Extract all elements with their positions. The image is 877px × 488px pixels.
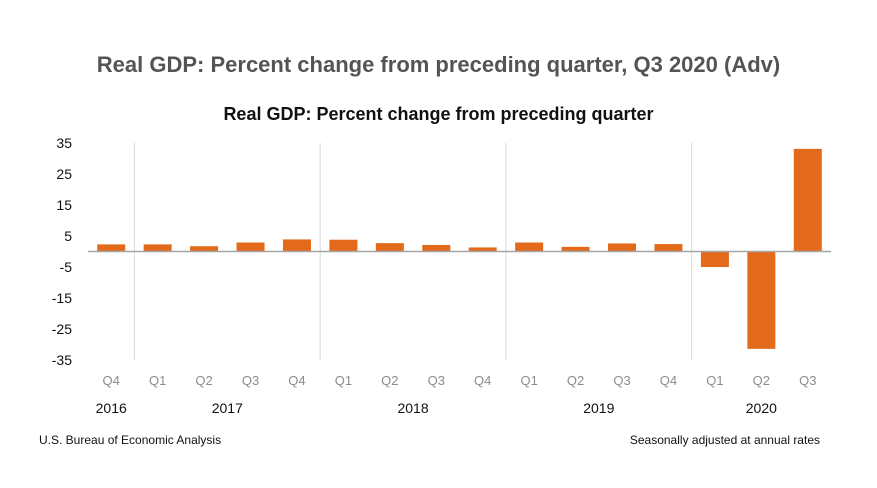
quarter-label: Q4 [660,373,677,388]
bar [97,244,126,252]
page-title: Real GDP: Percent change from preceding … [96,52,781,77]
bar [143,244,172,252]
bar [375,243,404,252]
bar [468,247,497,252]
bar [282,239,311,252]
bar [654,244,683,252]
quarter-label: Q3 [242,373,259,388]
bar [747,251,776,349]
bar [422,244,451,252]
quarter-label: Q1 [520,373,537,388]
chart-title: Real GDP: Percent change from preceding … [223,104,654,124]
y-tick-label: -5 [60,259,73,275]
quarter-label: Q3 [428,373,445,388]
quarter-label: Q4 [474,373,491,388]
bar [329,239,358,252]
quarter-label: Q1 [335,373,352,388]
quarter-label: Q1 [149,373,166,388]
y-tick-label: 35 [56,135,72,151]
quarter-label: Q2 [567,373,584,388]
quarter-label: Q3 [613,373,630,388]
y-tick-label: -25 [52,321,72,337]
bar [190,246,219,252]
bar [793,148,822,252]
y-tick-label: 25 [56,166,72,182]
year-label: 2018 [397,400,428,416]
bar [700,251,729,267]
quarter-label: Q2 [753,373,770,388]
source-note: U.S. Bureau of Economic Analysis [39,433,222,447]
quarter-label: Q2 [381,373,398,388]
quarter-label: Q2 [195,373,212,388]
bar [515,242,544,252]
quarter-label: Q3 [799,373,816,388]
y-tick-label: -15 [52,290,72,306]
quarter-label: Q1 [706,373,723,388]
quarter-label: Q4 [103,373,120,388]
y-tick-label: 15 [56,197,72,213]
year-label: 2017 [212,400,243,416]
year-label: 2020 [746,400,777,416]
seasonal-adjustment-note: Seasonally adjusted at annual rates [629,433,820,447]
y-tick-label: -35 [52,352,72,368]
quarter-label: Q4 [288,373,305,388]
bar [561,246,590,252]
bar [608,243,637,252]
y-tick-label: 5 [64,228,72,244]
year-label: 2016 [96,400,127,416]
bar [236,242,265,252]
year-label: 2019 [583,400,614,416]
